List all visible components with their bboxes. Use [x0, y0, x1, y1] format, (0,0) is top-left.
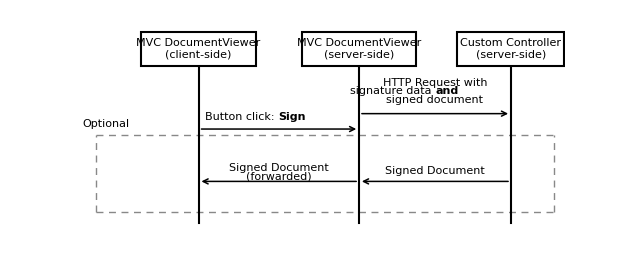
- Text: Signed Document: Signed Document: [385, 166, 485, 176]
- Text: (forwarded): (forwarded): [246, 171, 311, 181]
- Text: Custom Controller
(server-side): Custom Controller (server-side): [460, 38, 561, 60]
- Text: Signed Document: Signed Document: [229, 163, 328, 172]
- Text: and: and: [435, 86, 458, 96]
- Bar: [457, 32, 565, 66]
- Text: Button click:: Button click:: [205, 112, 278, 122]
- Bar: [301, 32, 416, 66]
- Text: signature data: signature data: [350, 86, 435, 96]
- Text: MVC DocumentViewer
(server-side): MVC DocumentViewer (server-side): [297, 38, 421, 60]
- Bar: [141, 32, 256, 66]
- Text: HTTP Request with: HTTP Request with: [382, 78, 487, 88]
- Text: Sign: Sign: [278, 112, 306, 122]
- Text: MVC DocumentViewer
(client-side): MVC DocumentViewer (client-side): [136, 38, 261, 60]
- Text: signed document: signed document: [386, 95, 484, 105]
- Text: Optional: Optional: [82, 119, 129, 130]
